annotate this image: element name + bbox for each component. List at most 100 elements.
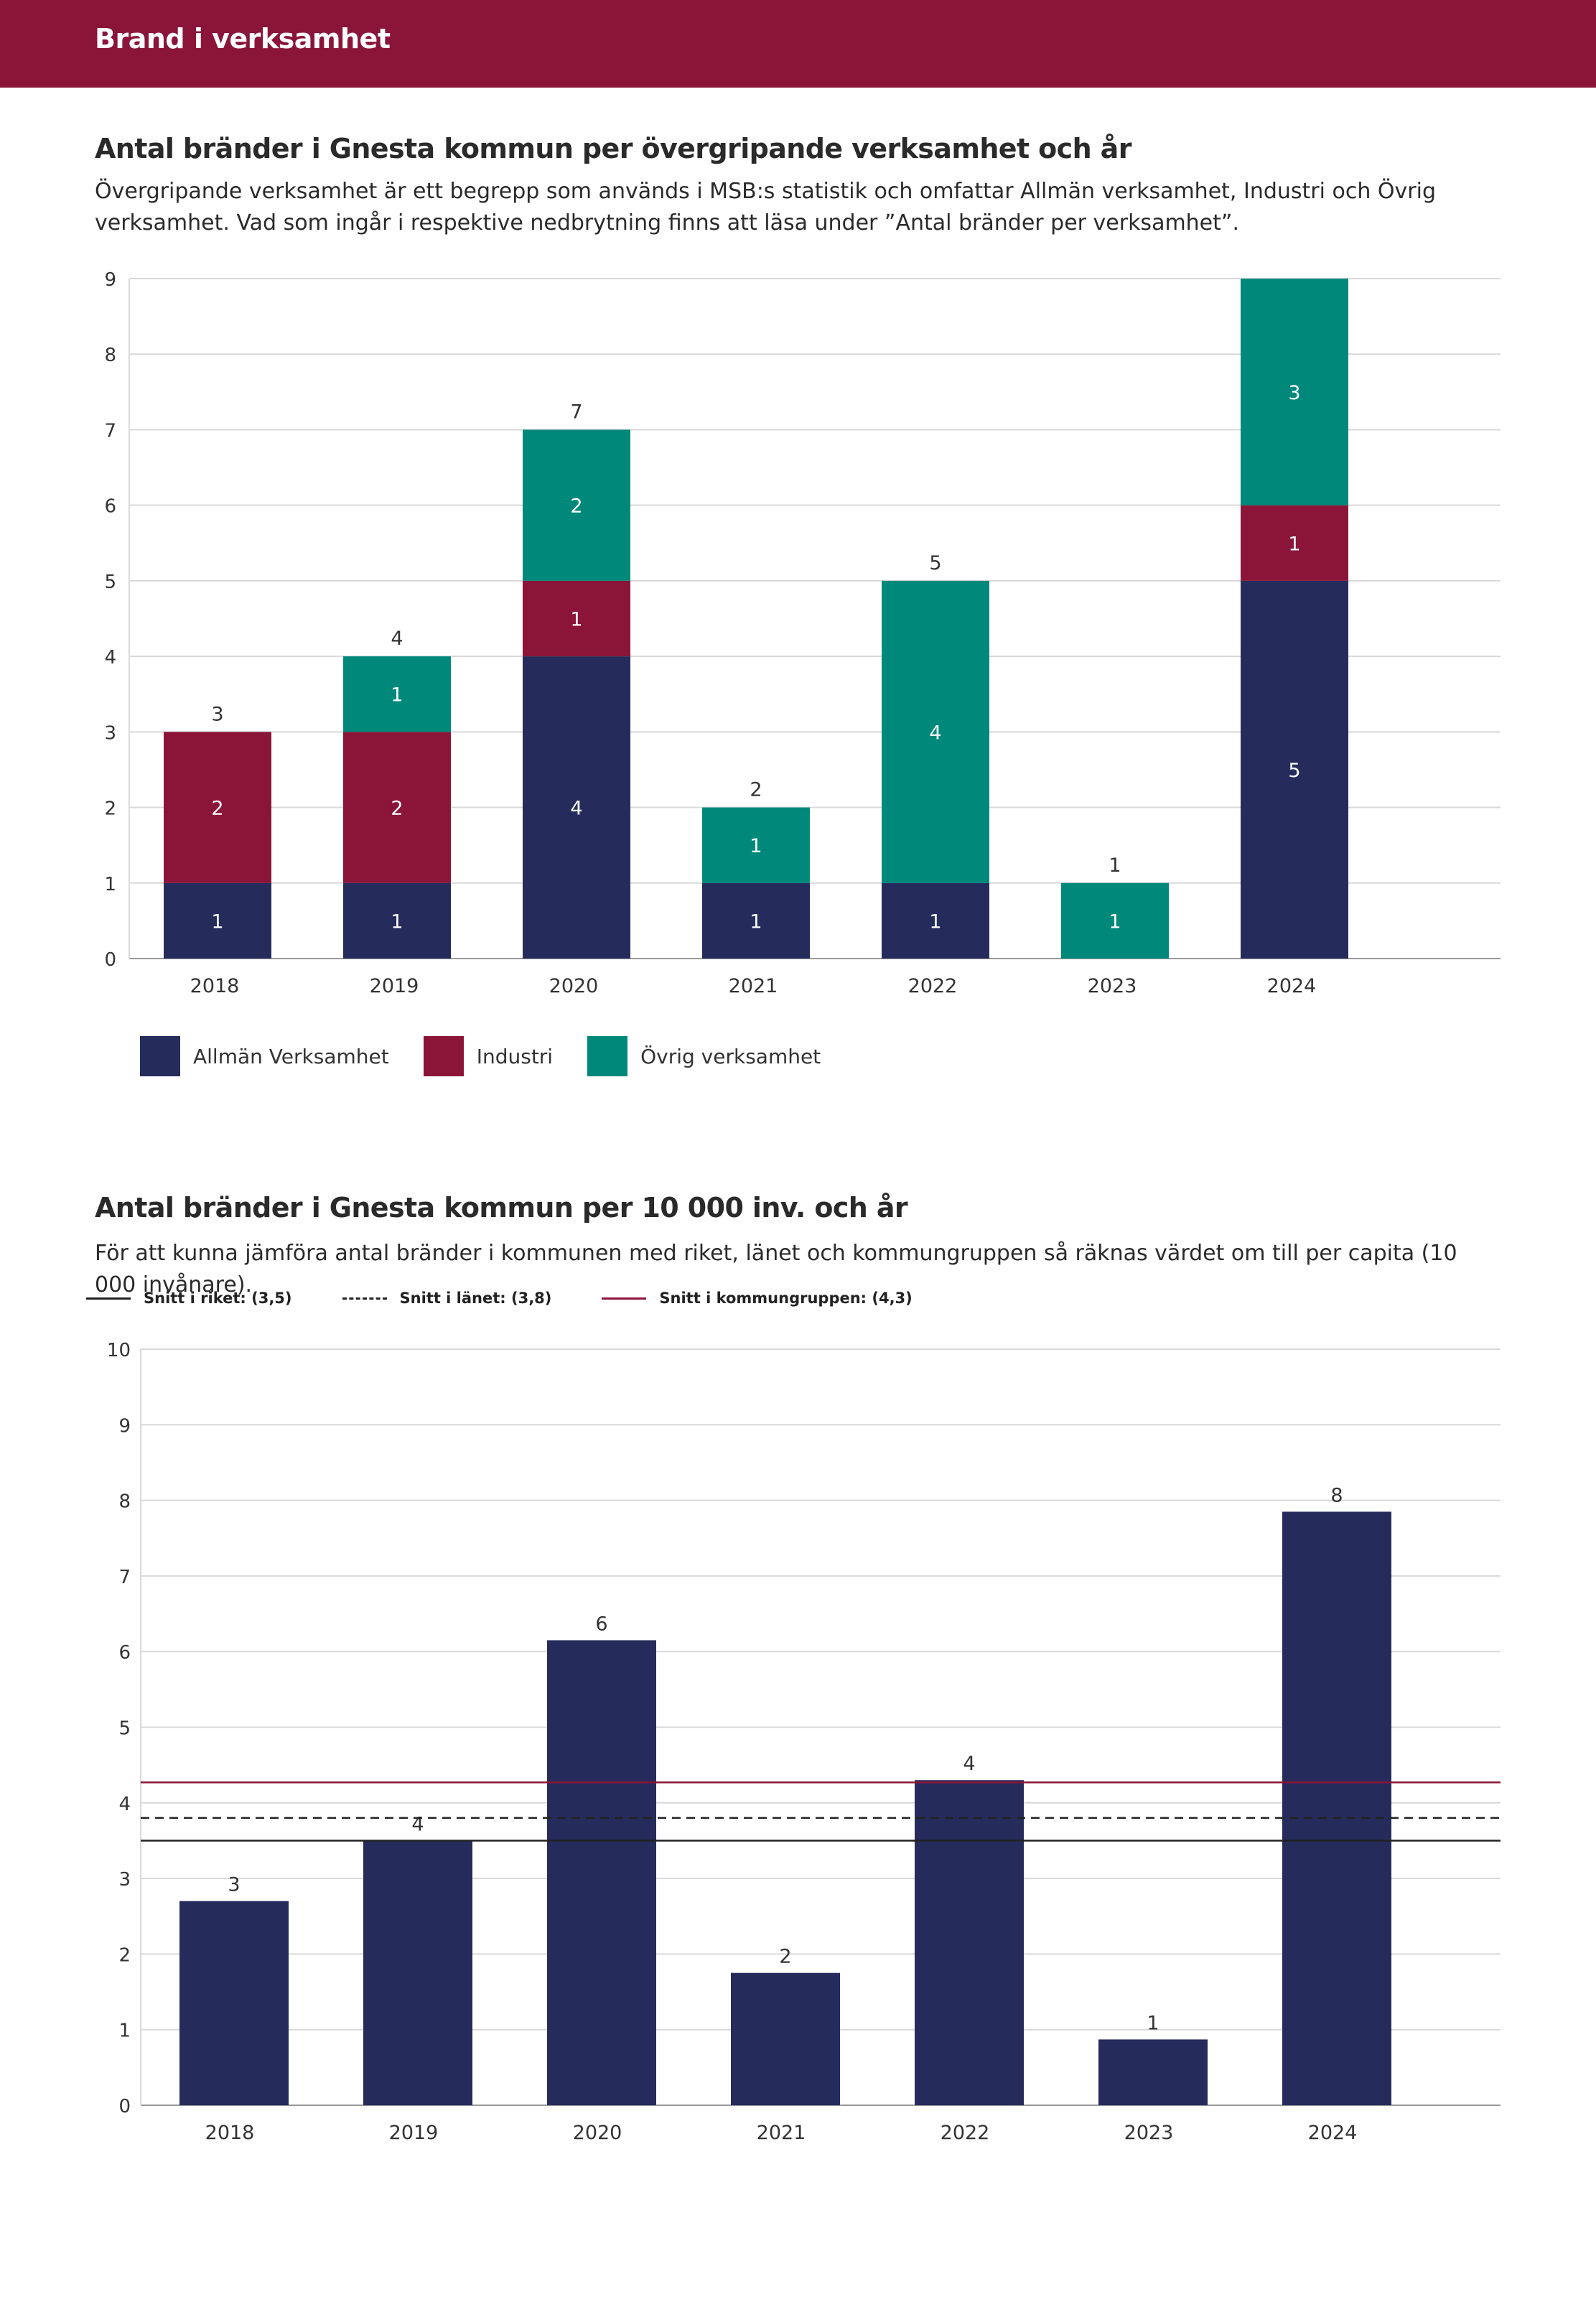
chart1-segment-label: 1: [1109, 910, 1121, 933]
chart1-y-tick-label: 4: [104, 647, 116, 668]
legend-item-allman: Allmän Verksamhet: [140, 1036, 389, 1076]
chart1-total-label: 7: [570, 401, 582, 423]
chart1-total-label: 1: [1109, 854, 1121, 877]
ref-label-riket: Snitt i riket: (3,5): [144, 1290, 292, 1307]
legend-swatch-ovrig: [587, 1036, 628, 1076]
chart2-y-tick-label: 3: [118, 1869, 131, 1891]
chart2-value-label: 8: [1330, 1484, 1343, 1506]
chart2-x-tick-label: 2022: [941, 2122, 990, 2144]
chart2-value-label: 4: [963, 1753, 975, 1775]
chart1-y-tick-label: 7: [104, 420, 116, 442]
chart1-segment-label: 1: [750, 835, 762, 857]
chart2-y-tick-label: 4: [118, 1794, 131, 1815]
ref-legend-riket: Snitt i riket: (3,5): [86, 1290, 292, 1307]
ref-label-lanet: Snitt i länet: (3,8): [399, 1290, 552, 1307]
chart2-y-tick-label: 10: [107, 1340, 131, 1361]
chart1-x-tick-label: 2019: [370, 975, 419, 997]
chart1-x-tick-label: 2023: [1088, 975, 1137, 997]
chart2-y-tick-label: 5: [118, 1718, 131, 1740]
legend-label-ovrig: Övrig verksamhet: [640, 1044, 821, 1068]
chart1-segment-label: 1: [391, 684, 403, 707]
chart1-total-label: 3: [211, 703, 223, 725]
chart1-segment-label: 2: [391, 798, 403, 820]
chart1-x-tick-label: 2021: [729, 975, 778, 997]
chart2-bar: [179, 1901, 289, 2105]
ref-line-sample-lanet: [342, 1297, 387, 1300]
chart2-bar: [1282, 1511, 1391, 2105]
chart1-bar-segment: [1241, 505, 1348, 581]
chart1-total-label: 2: [750, 779, 762, 801]
ref-legend-lanet: Snitt i länet: (3,8): [342, 1290, 552, 1307]
chart2-x-tick-label: 2020: [573, 2122, 622, 2144]
chart1-segment-label: 1: [929, 910, 941, 933]
chart1-y-tick-label: 5: [104, 572, 116, 593]
chart2-y-tick-label: 2: [118, 1944, 131, 1966]
chart1-bar-segment: [702, 882, 810, 959]
page-title: Brand i verksamhet: [95, 23, 391, 55]
chart2-bar: 0 1 2 3 4 5 6 7 8 9 10 3 2018 4 2019 6 2020 2 2021 4 2022 1 20…: [107, 1340, 1501, 2144]
header-bar: [0, 0, 1596, 88]
chart1-bar-segment: [164, 732, 271, 883]
legend-swatch-allman: [140, 1036, 180, 1076]
chart2-x-tick-label: 2018: [205, 2122, 255, 2144]
chart1-bar-segment: [882, 882, 989, 959]
chart1-segment-label: 4: [929, 722, 941, 744]
chart2-value-label: 4: [411, 1813, 424, 1835]
chart1-x-tick-label: 2018: [190, 975, 240, 997]
chart1-y-tick-label: 9: [104, 269, 116, 291]
chart1-x-tick-label: 2020: [549, 975, 599, 997]
chart2-bar: [915, 1780, 1024, 2105]
ref-legend-kommungruppen: Snitt i kommungruppen: (4,3): [602, 1290, 913, 1307]
chart1-y-tick-label: 2: [104, 798, 116, 820]
chart1-y-tick-label: 8: [104, 345, 116, 366]
chart1-segment-label: 1: [391, 910, 403, 933]
chart2-bar: [1098, 2039, 1208, 2105]
chart2-x-tick-label: 2019: [389, 2122, 439, 2144]
chart2-value-label: 3: [228, 1874, 240, 1896]
chart1-segment-label: 1: [1288, 533, 1300, 555]
chart1-segment-label: 1: [750, 910, 762, 933]
chart2-y-tick-label: 6: [118, 1642, 131, 1664]
chart2-value-label: 2: [779, 1946, 791, 1968]
chart2-y-tick-label: 9: [118, 1415, 131, 1437]
chart1-bar-segment: [164, 882, 271, 959]
chart1-segment-label: 2: [570, 495, 582, 518]
chart2-bar: [547, 1640, 656, 2105]
chart1-segment-label: 2: [211, 798, 223, 820]
chart2-y-tick-label: 8: [118, 1491, 131, 1513]
chart2-title: Antal bränder i Gnesta kommun per 10 000…: [95, 1192, 908, 1224]
chart1-stacked-bar: 0 1 2 3 4 5 6 7 8 9 1 2 3 2018 1 2 1 4 2019 4 1 2 7 2020 1 1 2 2021…: [104, 269, 1501, 997]
chart2-x-tick-label: 2021: [757, 2122, 806, 2144]
chart2-bar: [731, 1972, 840, 2105]
ref-label-kommungruppen: Snitt i kommungruppen: (4,3): [659, 1290, 913, 1307]
chart2-x-tick-label: 2024: [1308, 2122, 1358, 2144]
chart1-bar-segment: [523, 429, 630, 581]
chart2-y-tick-label: 1: [118, 2021, 131, 2042]
chart2-y-tick-label: 7: [118, 1567, 131, 1588]
chart1-y-tick-label: 6: [104, 496, 116, 518]
chart1-title: Antal bränder i Gnesta kommun per övergr…: [95, 133, 1131, 164]
chart1-segment-label: 1: [570, 609, 582, 631]
chart1-y-tick-label: 3: [104, 722, 116, 744]
chart2-x-tick-label: 2023: [1124, 2122, 1174, 2144]
chart1-segment-label: 3: [1288, 382, 1300, 404]
chart2-y-tick-label: 0: [118, 2096, 131, 2117]
chart1-y-tick-label: 1: [104, 874, 116, 895]
chart1-bar-segment: [1061, 882, 1169, 959]
chart2-bar: [363, 1840, 472, 2105]
chart2-description: För att kunna jämföra antal bränder i ko…: [95, 1241, 1457, 1297]
chart1-x-tick-label: 2022: [908, 975, 958, 997]
chart1-segment-label: 5: [1288, 760, 1300, 782]
chart1-y-tick-label: 0: [104, 949, 116, 971]
chart1-segment-label: 1: [211, 910, 223, 933]
chart1-x-tick-label: 2024: [1267, 975, 1317, 997]
chart2-value-label: 1: [1147, 2012, 1159, 2034]
chart2-value-label: 6: [595, 1613, 607, 1635]
ref-line-sample-riket: [86, 1297, 131, 1300]
chart1-bar-segment: [1241, 580, 1348, 959]
chart1-bar-segment: [343, 732, 451, 883]
ref-line-sample-kommungruppen: [602, 1297, 647, 1300]
chart1-bar-segment: [702, 807, 810, 883]
legend-item-ovrig: Övrig verksamhet: [587, 1036, 821, 1076]
chart1-segment-label: 4: [570, 798, 582, 820]
